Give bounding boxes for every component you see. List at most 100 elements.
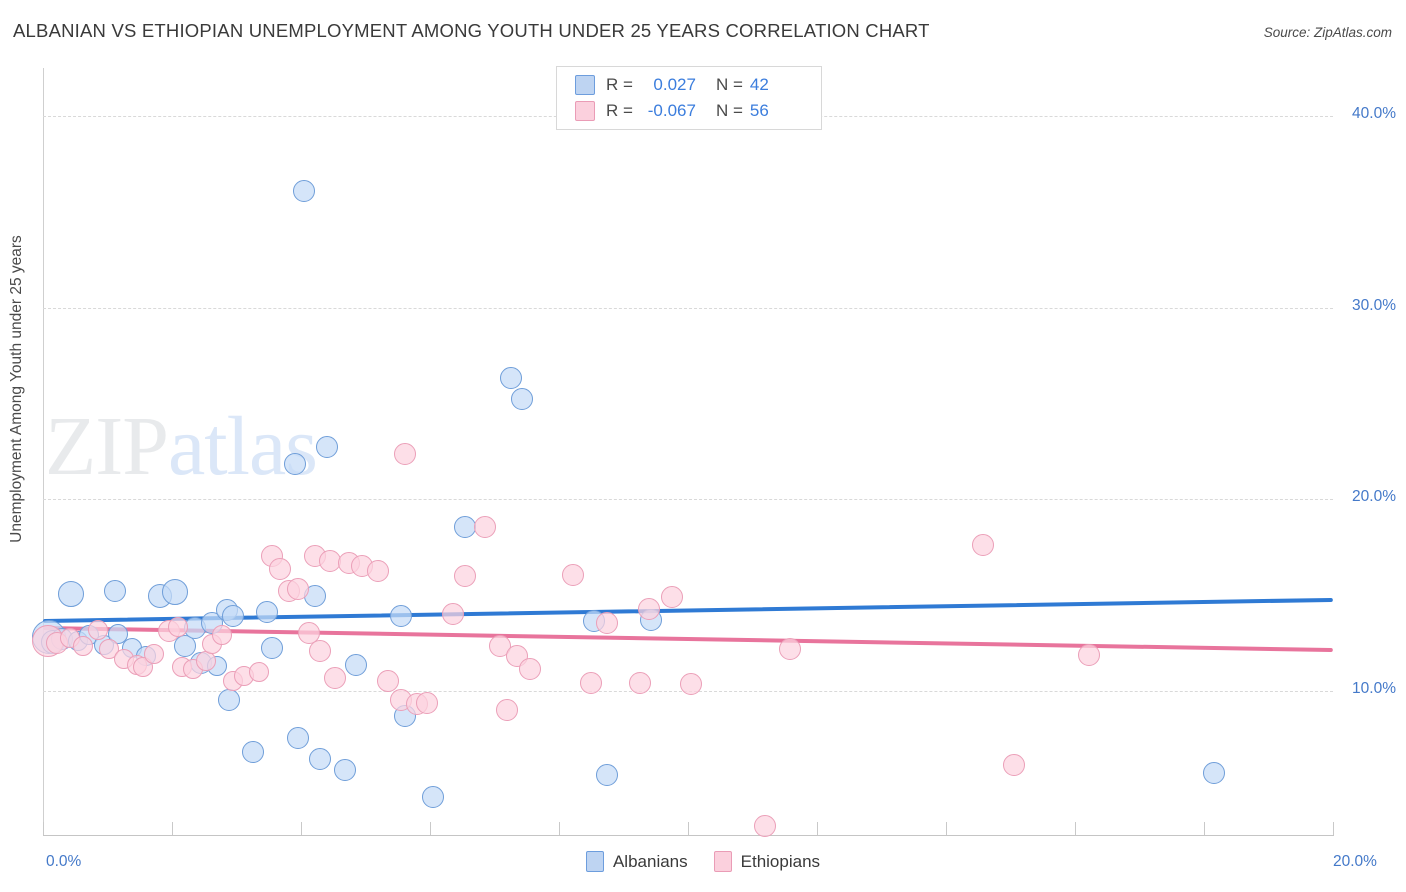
data-point-blue: [333, 758, 356, 781]
x-axis-line: [43, 835, 1334, 836]
legend-item-albanians[interactable]: Albanians: [585, 851, 688, 872]
legend-item-ethiopians[interactable]: Ethiopians: [713, 851, 821, 872]
x-tick-mark: [301, 822, 302, 835]
data-point-pink: [972, 534, 995, 557]
data-point-pink: [1078, 643, 1101, 666]
data-point-pink: [249, 662, 270, 682]
data-point-blue: [217, 688, 240, 711]
data-point-blue: [510, 387, 533, 410]
data-point-blue: [104, 579, 127, 602]
legend-swatch-albanians-icon: [585, 851, 604, 872]
n-label-ethiopians: N =: [715, 101, 743, 120]
data-point-blue: [241, 740, 264, 763]
data-point-blue: [58, 581, 85, 608]
data-point-blue: [309, 748, 332, 771]
data-point-pink: [394, 443, 417, 466]
data-point-pink: [473, 516, 496, 539]
data-point-blue: [260, 637, 283, 660]
r-value-albanians: 0.027: [653, 75, 696, 94]
data-point-pink: [377, 669, 400, 692]
data-point-pink: [415, 691, 438, 714]
watermark-atlas: atlas: [168, 400, 318, 493]
x-tick-mark: [1333, 822, 1334, 835]
data-point-pink: [660, 586, 683, 609]
x-tick-mark: [817, 822, 818, 835]
data-point-pink: [441, 602, 464, 625]
correlation-row-ethiopians: R = -0.067 N = 56: [575, 98, 769, 124]
correlation-legend-box: R = 0.027 N = 42 R = -0.067 N = 56: [556, 66, 822, 130]
data-point-pink: [286, 577, 309, 600]
r-label-ethiopians: R =: [606, 101, 633, 120]
page-title: ALBANIAN VS ETHIOPIAN UNEMPLOYMENT AMONG…: [13, 20, 930, 41]
legend-label-ethiopians: Ethiopians: [740, 851, 821, 871]
data-point-pink: [367, 560, 390, 583]
data-point-blue: [315, 435, 338, 458]
n-value-ethiopians: 56: [749, 101, 769, 120]
y-tick-label: 40.0%: [1352, 104, 1396, 122]
data-point-blue: [499, 366, 522, 389]
data-point-blue: [422, 785, 445, 808]
data-point-pink: [680, 673, 703, 696]
series-legend: Albanians Ethiopians: [0, 851, 1406, 872]
data-point-pink: [297, 621, 320, 644]
x-tick-mark: [688, 822, 689, 835]
data-point-pink: [143, 643, 164, 664]
data-point-pink: [518, 658, 541, 681]
data-point-pink: [596, 612, 619, 635]
data-point-pink: [98, 639, 119, 659]
r-label-albanians: R =: [606, 75, 633, 94]
data-point-blue: [173, 635, 196, 658]
data-point-pink: [638, 597, 661, 620]
data-point-blue: [1202, 761, 1225, 784]
data-point-pink: [168, 616, 189, 637]
plot-area: ZIPatlas: [32, 68, 1334, 838]
data-point-blue: [344, 654, 367, 677]
n-label-albanians: N =: [715, 75, 743, 94]
x-tick-mark: [1075, 822, 1076, 835]
x-tick-mark: [430, 822, 431, 835]
gridline-y: [43, 499, 1333, 501]
y-tick-label: 20.0%: [1352, 488, 1396, 506]
y-axis-title: Unemployment Among Youth under 25 years: [8, 235, 25, 543]
data-point-pink: [496, 699, 519, 722]
gridline-y: [43, 307, 1333, 309]
data-point-pink: [87, 619, 108, 640]
data-point-pink: [562, 564, 585, 587]
data-point-pink: [309, 639, 332, 662]
legend-label-albanians: Albanians: [612, 851, 688, 871]
x-axis-label-max: 20.0%: [1333, 853, 1377, 870]
data-point-blue: [283, 452, 306, 475]
r-value-ethiopians: -0.067: [647, 101, 696, 120]
data-point-blue: [162, 579, 189, 606]
watermark-zip: ZIP: [45, 400, 169, 493]
data-point-blue: [256, 600, 279, 623]
x-tick-mark: [559, 822, 560, 835]
data-point-blue: [389, 605, 412, 628]
x-axis-label-min: 0.0%: [46, 853, 82, 870]
data-point-pink: [1002, 754, 1025, 776]
x-tick-mark: [1204, 822, 1205, 835]
data-point-pink: [212, 624, 233, 645]
y-axis-line: [43, 68, 44, 835]
x-tick-mark: [946, 822, 947, 835]
data-point-pink: [754, 815, 777, 838]
x-tick-mark: [172, 822, 173, 835]
data-point-pink: [580, 671, 603, 694]
legend-swatch-ethiopians-icon: [713, 851, 732, 872]
n-value-albanians: 42: [749, 75, 769, 94]
data-point-pink: [72, 636, 93, 657]
watermark: ZIPatlas: [45, 398, 318, 495]
data-point-blue: [222, 605, 245, 628]
y-tick-label: 10.0%: [1352, 680, 1396, 698]
data-point-blue: [286, 727, 309, 750]
data-point-blue: [108, 623, 129, 644]
source-attribution: Source: ZipAtlas.com: [1263, 25, 1392, 40]
y-tick-label: 30.0%: [1352, 296, 1396, 314]
data-point-pink: [628, 671, 651, 694]
swatch-ethiopians-icon: [575, 101, 595, 121]
data-point-blue: [596, 763, 619, 786]
data-point-pink: [269, 558, 292, 581]
data-point-pink: [778, 638, 801, 660]
data-point-pink: [454, 565, 477, 588]
